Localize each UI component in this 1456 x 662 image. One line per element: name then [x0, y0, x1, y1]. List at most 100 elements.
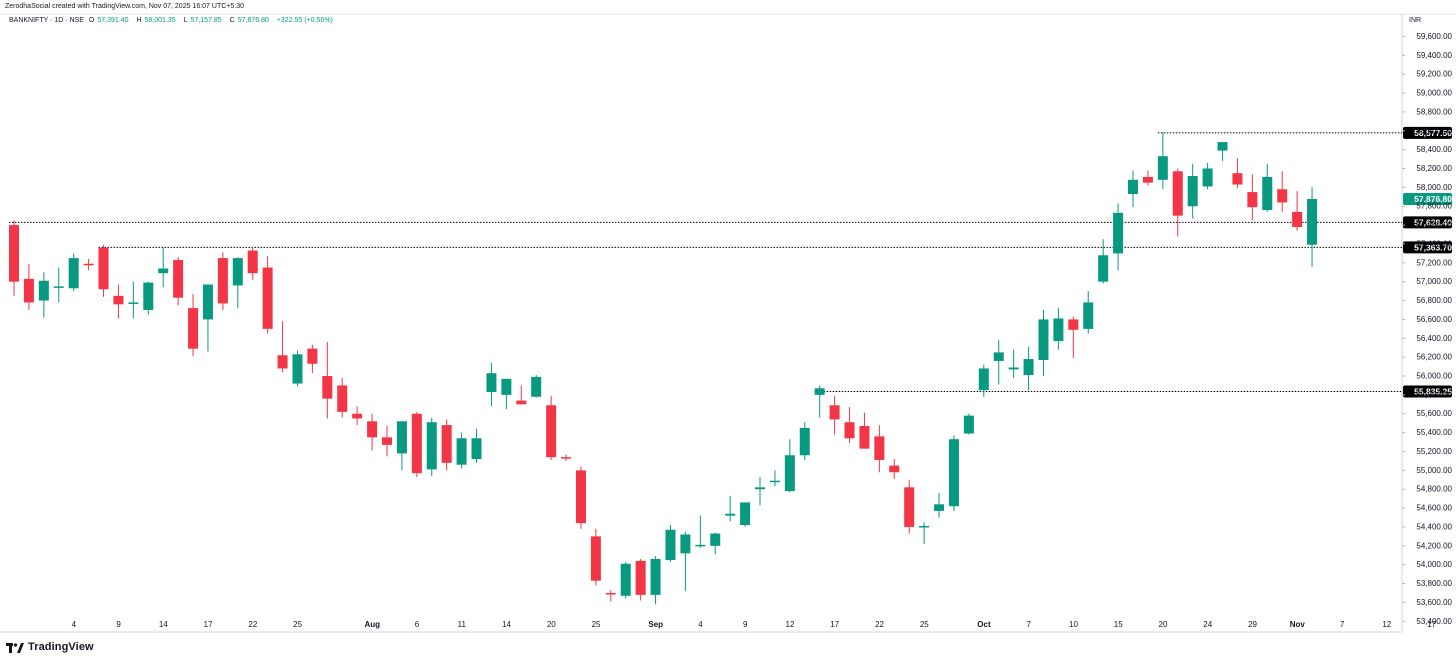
x-tick-label: 25	[920, 620, 929, 629]
y-tick-label: 54,400.00	[1416, 522, 1452, 531]
y-tick-label: 59,600.00	[1416, 32, 1452, 41]
y-tick-label: 58,200.00	[1416, 164, 1452, 173]
candle-body	[53, 286, 64, 288]
candle-up	[695, 515, 706, 548]
price-level-tag	[1403, 385, 1452, 398]
candle-up	[1262, 163, 1273, 212]
candle-up	[1157, 132, 1168, 190]
x-tick-label: 4	[698, 620, 703, 629]
candle-body	[262, 267, 273, 329]
x-tick-label: 22	[248, 620, 257, 629]
price-level-label: 57,363.70	[1414, 242, 1452, 252]
x-tick-label: 14	[502, 620, 511, 629]
candle-body	[814, 388, 825, 395]
candle-body	[993, 352, 1004, 361]
candle-body	[1232, 173, 1243, 185]
candle-down	[83, 259, 94, 271]
ohlc-open: O 57,391.40	[88, 17, 129, 24]
candle-body	[1277, 189, 1288, 203]
candle-up	[725, 495, 736, 522]
candle-body	[1038, 319, 1049, 360]
candle-body	[501, 378, 512, 395]
candle-body	[396, 421, 407, 454]
last-price-tag	[1403, 192, 1452, 205]
candle-up	[1202, 162, 1213, 190]
candle-down	[561, 454, 572, 461]
candle-up	[680, 531, 691, 592]
x-tick-label: 11	[458, 620, 467, 629]
y-tick-label: 56,800.00	[1416, 296, 1452, 305]
candle-body	[68, 258, 79, 289]
candle-body	[98, 247, 109, 290]
candle-down	[1277, 171, 1288, 212]
candle-body	[1262, 176, 1273, 210]
candle-up	[1113, 203, 1124, 271]
y-tick-label: 56,600.00	[1416, 315, 1452, 324]
candle-body	[516, 400, 527, 405]
candle-body	[620, 563, 631, 596]
candle-body	[799, 427, 810, 456]
candle-body	[1128, 179, 1138, 194]
candle-down	[217, 252, 228, 310]
candle-body	[1157, 156, 1168, 180]
y-tick-label: 59,000.00	[1416, 89, 1452, 98]
candle-body	[202, 284, 213, 320]
candle-body	[23, 278, 34, 303]
candle-down	[1142, 170, 1153, 186]
x-tick-label: 17	[1427, 620, 1436, 629]
candle-body	[755, 487, 765, 490]
candle-down	[307, 344, 318, 374]
candle-body	[486, 373, 497, 393]
candle-down	[173, 257, 184, 306]
candle-body	[441, 425, 452, 463]
candle-up	[665, 525, 676, 562]
tradingview-logo-icon	[6, 641, 24, 653]
candle-down	[546, 395, 557, 460]
candle-body	[1142, 176, 1153, 183]
candle-up	[1083, 291, 1094, 334]
candle-body	[1053, 318, 1064, 342]
candle-up	[471, 428, 482, 463]
attribution-text: ZerodhaSocial created with TradingView.c…	[5, 3, 244, 10]
symbol-legend: BANKNIFTY · 1D · NSE O 57,391.40 H 58,001.…	[9, 17, 336, 24]
candle-up	[1023, 346, 1034, 391]
candle-body	[829, 405, 840, 420]
candle-down	[844, 407, 855, 443]
candle-body	[1187, 176, 1198, 207]
candle-body	[546, 405, 557, 458]
candle-down	[590, 528, 601, 586]
price-level-tag	[1403, 126, 1452, 139]
x-tick-label: 20	[1159, 620, 1168, 629]
candle-down	[322, 342, 333, 419]
candle-down	[516, 385, 527, 405]
candle-body	[784, 455, 795, 492]
x-tick-label: 20	[547, 620, 556, 629]
candle-down	[874, 425, 885, 473]
candle-body	[1113, 212, 1124, 254]
candle-body	[1023, 359, 1034, 376]
candle-down	[1247, 174, 1258, 221]
candle-up	[755, 476, 765, 506]
x-tick-label: 7	[1340, 620, 1345, 629]
candle-up	[919, 522, 930, 544]
x-tick-label: 12	[1382, 620, 1391, 629]
x-tick-label: 24	[1203, 620, 1212, 629]
candle-down	[1292, 191, 1303, 231]
candle-up	[1008, 349, 1019, 378]
x-tick-label: 17	[830, 620, 839, 629]
candle-body	[889, 465, 900, 473]
y-tick-label: 59,400.00	[1416, 51, 1452, 60]
candle-body	[1217, 142, 1228, 151]
y-tick-label: 57,800.00	[1416, 202, 1452, 211]
candle-body	[635, 560, 646, 595]
candle-down	[829, 395, 840, 435]
candle-body	[322, 376, 333, 399]
candle-up	[486, 362, 497, 407]
x-tick-label: 12	[786, 620, 795, 629]
candle-body	[307, 348, 318, 364]
x-tick-label: 9	[743, 620, 748, 629]
candle-body	[1098, 255, 1109, 282]
x-tick-label: 6	[415, 620, 420, 629]
last-price-label: 57,876.80	[1414, 194, 1452, 204]
